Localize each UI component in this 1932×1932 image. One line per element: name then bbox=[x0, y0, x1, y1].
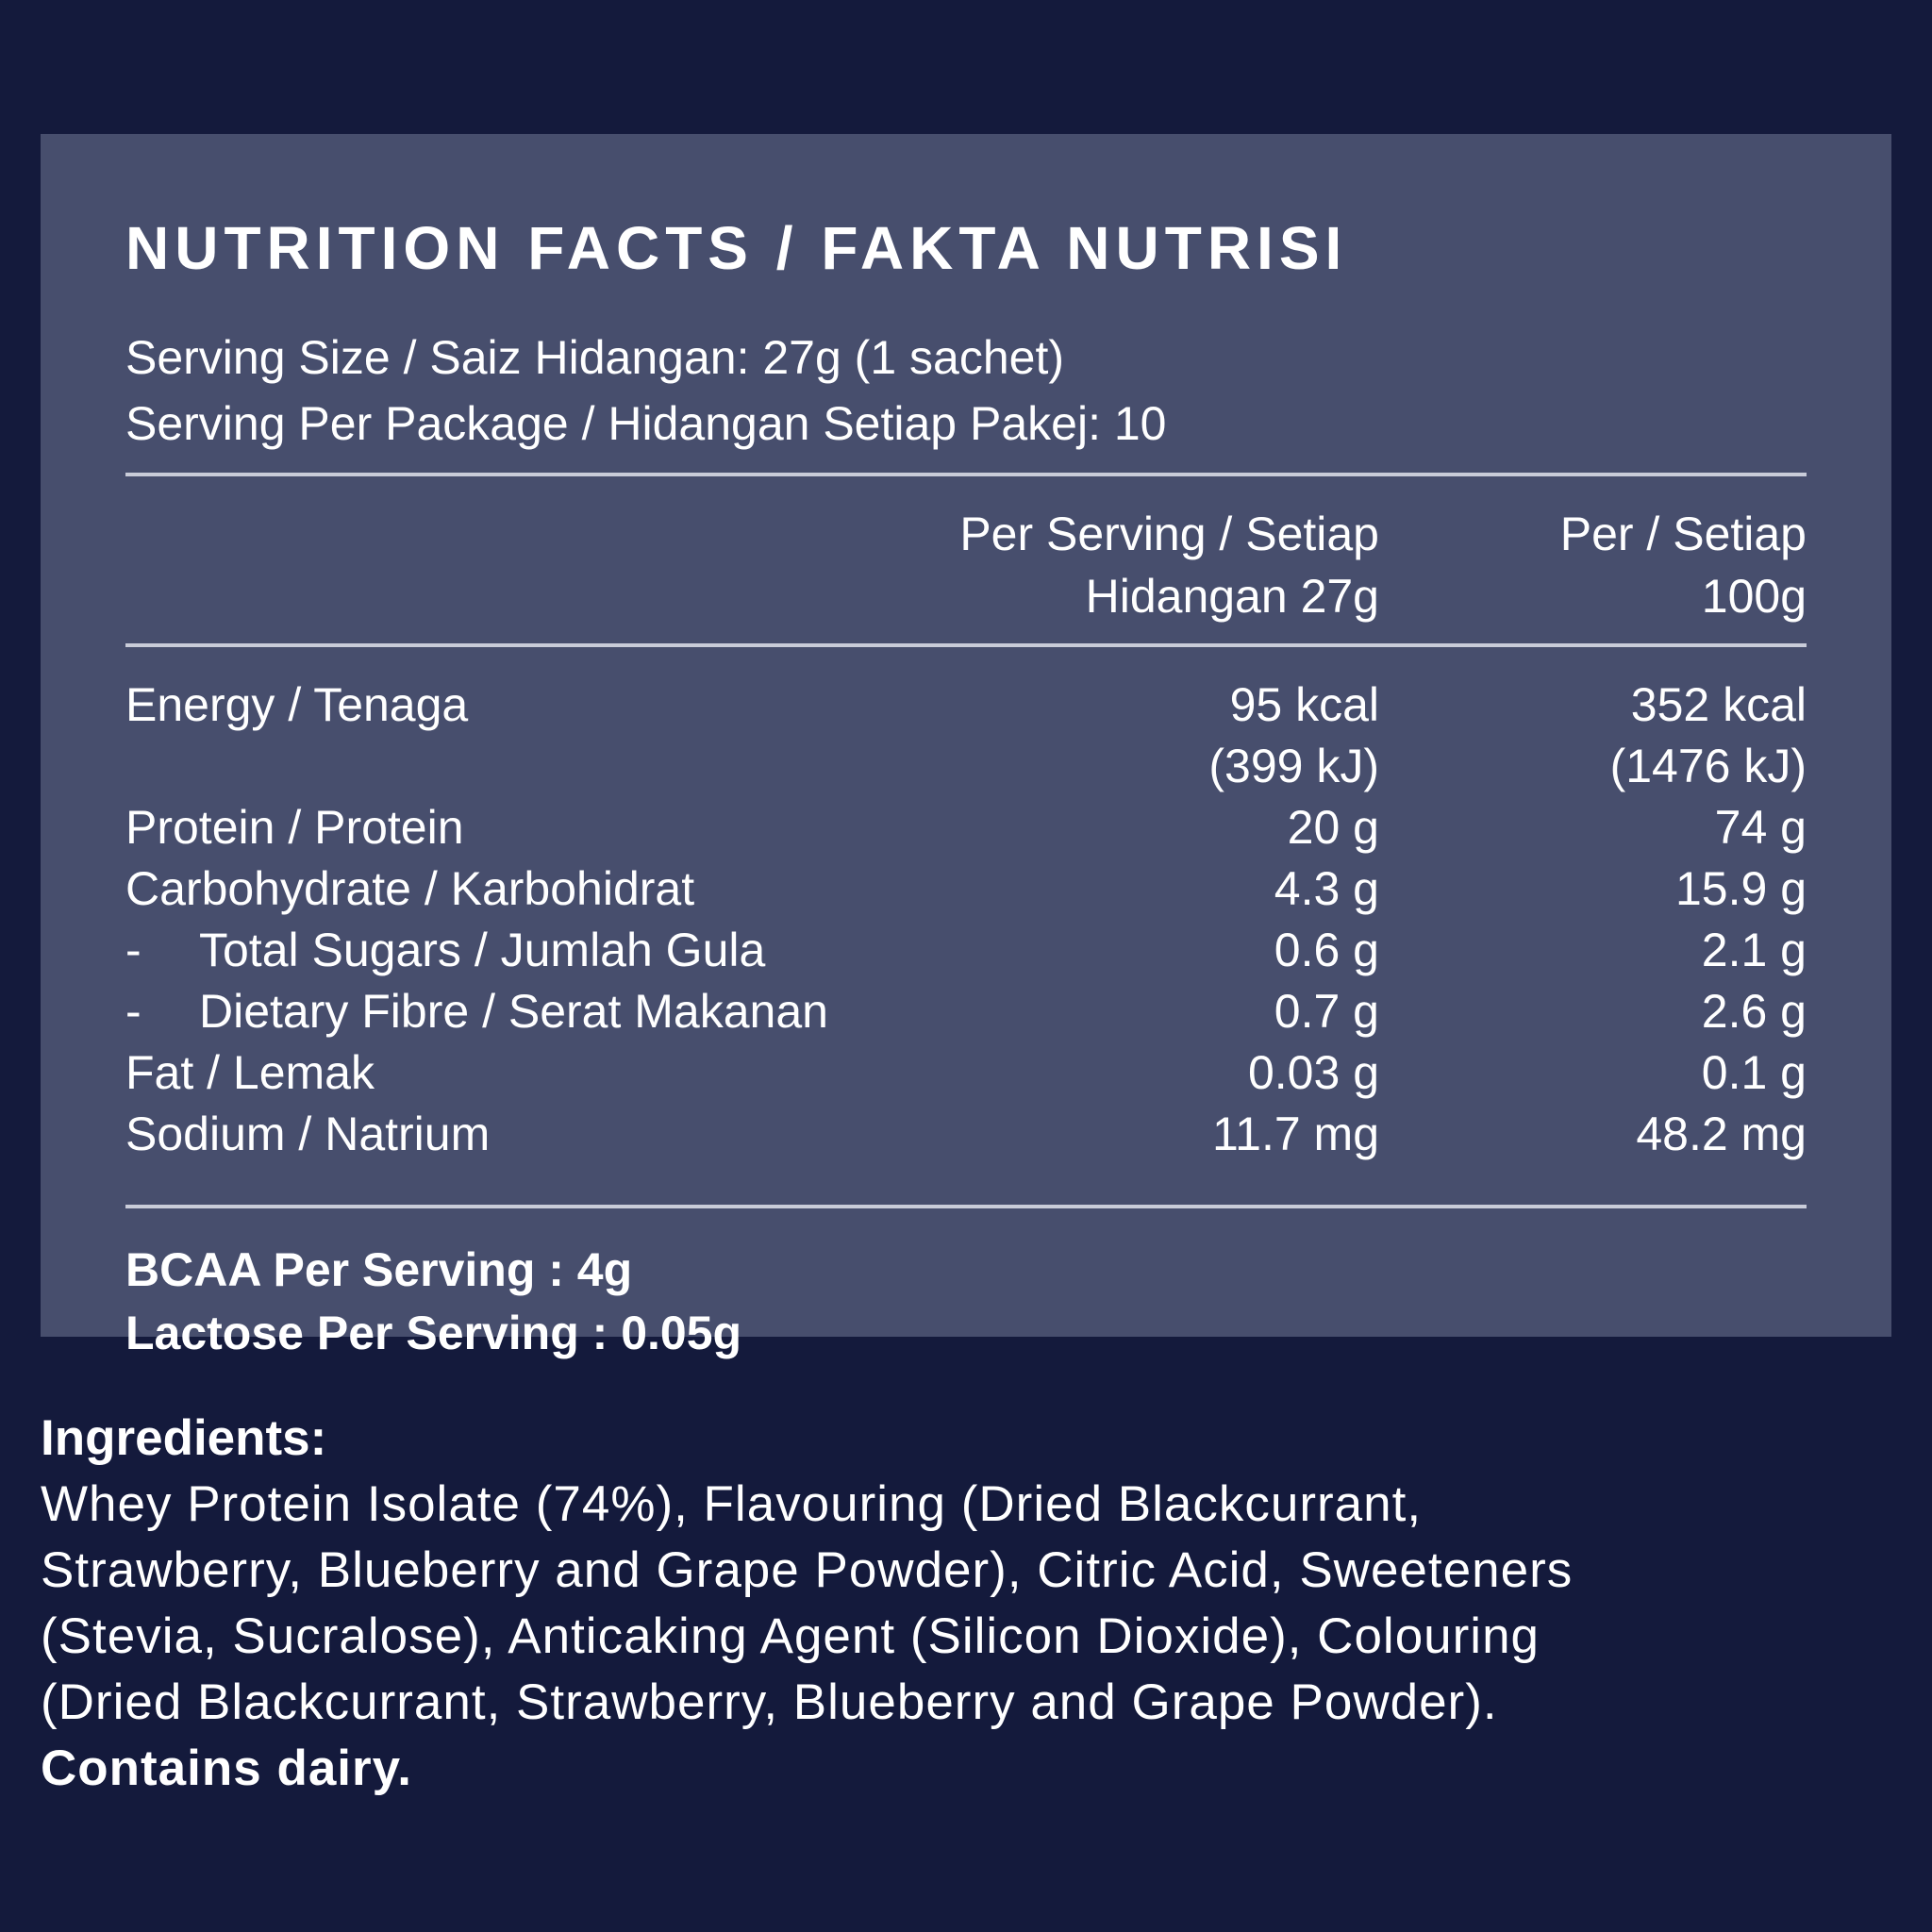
nutrient-label: Fat / Lemak bbox=[125, 1045, 375, 1099]
per-serving-value: 20 g bbox=[1287, 800, 1379, 854]
per-100g-value: 352 kcal (1476 kJ) bbox=[1609, 677, 1807, 792]
ingredients-text-line: (Dried Blackcurrant, Strawberry, Blueber… bbox=[41, 1674, 1498, 1730]
nutrient-row-fat: Fat / Lemak 0.03 g 0.1 g bbox=[125, 1042, 1807, 1104]
panel-title: NUTRITION FACTS / FAKTA NUTRISI bbox=[125, 213, 1348, 282]
nutrient-label: Carbohydrate / Karbohidrat bbox=[125, 861, 695, 915]
bcaa-per-serving-line: BCAA Per Serving : 4g bbox=[125, 1242, 633, 1296]
per-serving-value: 0.03 g bbox=[1247, 1045, 1379, 1099]
nutrient-table: Energy / Tenaga 95 kcal (399 kJ) 352 kca… bbox=[125, 647, 1807, 1165]
ingredients-text-line: Whey Protein Isolate (74%), Flavouring (… bbox=[41, 1476, 1423, 1532]
divider-header bbox=[125, 642, 1807, 647]
nutrient-row-protein: Protein / Protein 20 g 74 g bbox=[125, 797, 1807, 858]
nutrient-row-carbohydrate: Carbohydrate / Karbohidrat 4.3 g 15.9 g bbox=[125, 858, 1807, 920]
lactose-per-serving-line: Lactose Per Serving : 0.05g bbox=[125, 1306, 742, 1359]
nutrient-label: Energy / Tenaga bbox=[125, 677, 469, 731]
nutrient-row-total-sugars: - Total Sugars / Jumlah Gula 0.6 g 2.1 g bbox=[125, 920, 1807, 981]
sub-item-dash: - bbox=[125, 984, 142, 1038]
column-header-per-serving-line1: Per Serving / Setiap bbox=[959, 507, 1379, 560]
nutrient-label: Protein / Protein bbox=[125, 800, 464, 854]
per-100g-value: 2.1 g bbox=[1701, 923, 1807, 976]
ingredients-text-line: (Stevia, Sucralose), Anticaking Agent (S… bbox=[41, 1608, 1541, 1664]
sub-item-dash: - bbox=[125, 923, 142, 976]
table-header-row: Per Serving / Setiap Hidangan 27g Per / … bbox=[125, 476, 1807, 643]
nutrient-row-sodium: Sodium / Natrium 11.7 mg 48.2 mg bbox=[125, 1104, 1807, 1165]
allergen-statement: Contains dairy. bbox=[41, 1740, 412, 1796]
column-header-per-100g-line1: Per / Setiap bbox=[1559, 507, 1807, 560]
column-header-per-serving-line2: Hidangan 27g bbox=[1085, 569, 1379, 623]
per-serving-value: 4.3 g bbox=[1274, 861, 1379, 915]
nutrient-label: - Dietary Fibre / Serat Makanan bbox=[125, 981, 983, 1042]
per-100g-value: 48.2 mg bbox=[1636, 1107, 1807, 1160]
ingredients-text-line: Strawberry, Blueberry and Grape Powder),… bbox=[41, 1542, 1574, 1598]
nutrient-label: - Total Sugars / Jumlah Gula bbox=[125, 920, 983, 981]
per-serving-value: 0.7 g bbox=[1274, 984, 1379, 1038]
divider-bottom bbox=[125, 1204, 1807, 1208]
ingredients-section: Ingredients: Whey Protein Isolate (74%),… bbox=[41, 1406, 1891, 1802]
serving-info: Serving Size / Saiz Hidangan: 27g (1 sac… bbox=[125, 325, 1807, 457]
nutrient-label: Sodium / Natrium bbox=[125, 1107, 491, 1160]
column-header-per-serving: Per Serving / Setiap Hidangan 27g bbox=[794, 503, 1379, 627]
per-100g-value: 15.9 g bbox=[1674, 861, 1807, 915]
nutrition-facts-panel: NUTRITION FACTS / FAKTA NUTRISI Serving … bbox=[41, 134, 1891, 1359]
divider-top bbox=[125, 472, 1807, 476]
column-header-per-100g: Per / Setiap 100g bbox=[1379, 503, 1807, 627]
per-serving-value: 11.7 mg bbox=[1212, 1107, 1379, 1160]
per-100g-value: 74 g bbox=[1714, 800, 1807, 854]
nutrient-row-energy: Energy / Tenaga 95 kcal (399 kJ) 352 kca… bbox=[125, 675, 1807, 797]
serving-per-package-line: Serving Per Package / Hidangan Setiap Pa… bbox=[125, 396, 1167, 450]
serving-size-line: Serving Size / Saiz Hidangan: 27g (1 sac… bbox=[125, 330, 1064, 384]
per-serving-value: 95 kcal (399 kJ) bbox=[1208, 677, 1379, 792]
column-header-per-100g-line2: 100g bbox=[1701, 569, 1807, 623]
per-serving-value: 0.6 g bbox=[1274, 923, 1379, 976]
ingredients-heading: Ingredients: bbox=[41, 1410, 327, 1466]
nutrient-row-dietary-fibre: - Dietary Fibre / Serat Makanan 0.7 g 2.6… bbox=[125, 981, 1807, 1042]
per-100g-value: 0.1 g bbox=[1701, 1045, 1807, 1099]
header-spacer bbox=[125, 503, 794, 627]
per-100g-value: 2.6 g bbox=[1701, 984, 1807, 1038]
footnotes: BCAA Per Serving : 4g Lactose Per Servin… bbox=[125, 1208, 1807, 1365]
